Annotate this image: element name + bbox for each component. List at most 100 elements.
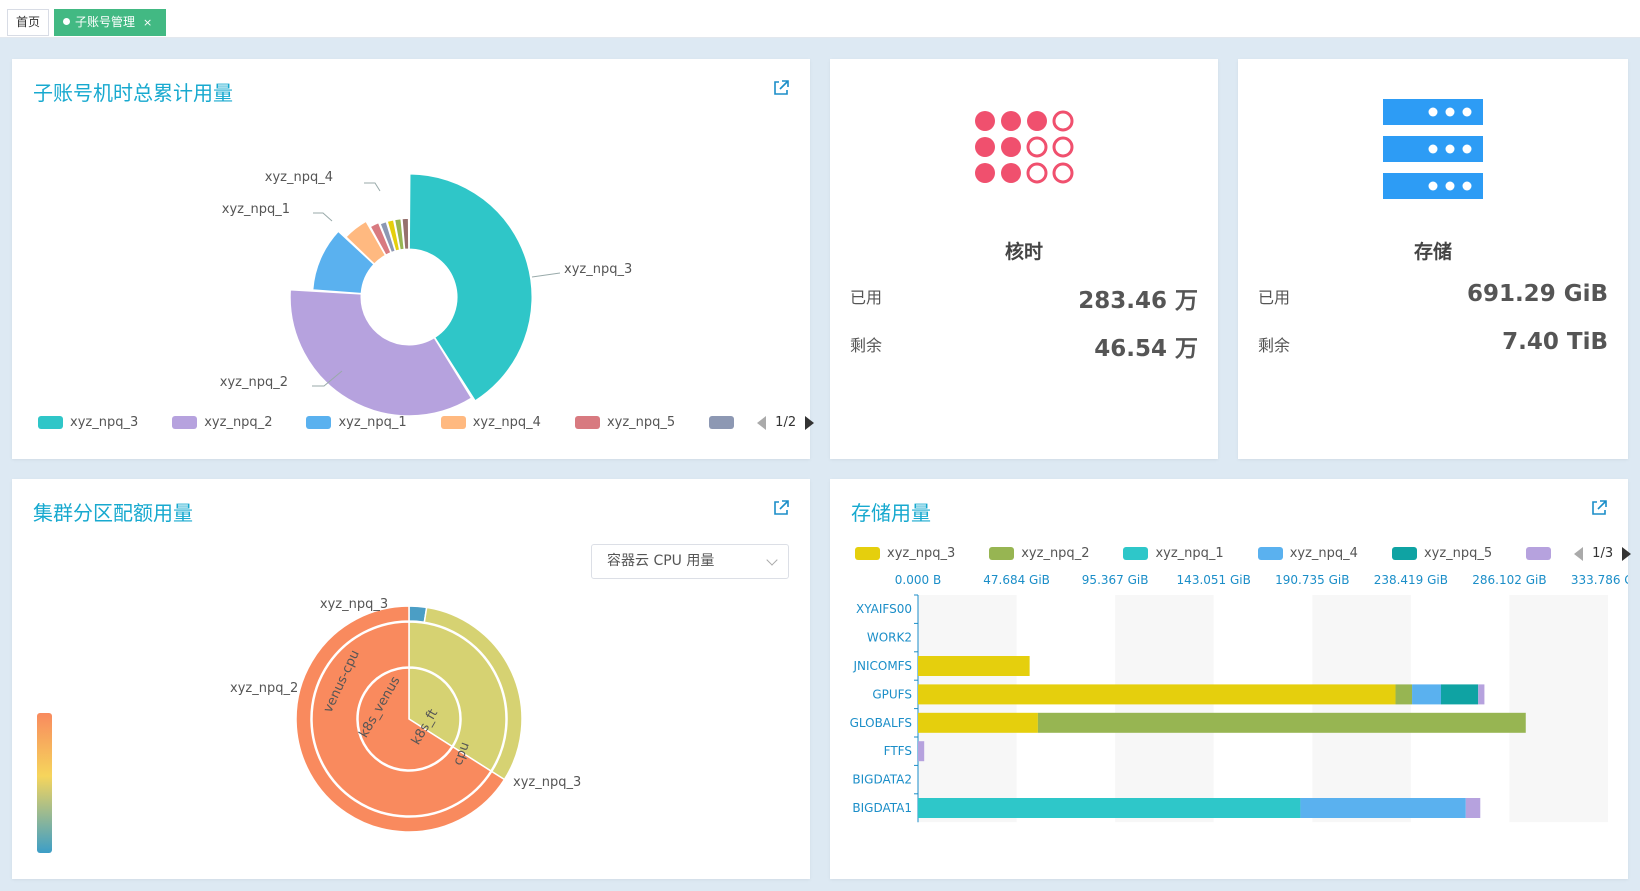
- pie-slice[interactable]: [386, 219, 401, 252]
- pie-slice[interactable]: [289, 289, 473, 417]
- storage-used-label: 已用: [1258, 288, 1291, 307]
- sunburst-segment[interactable]: [408, 621, 507, 773]
- legend-item[interactable]: xyz_npq_3: [38, 415, 138, 430]
- legend-label: xyz_npq_4: [1289, 546, 1358, 561]
- legend-swatch: [574, 416, 600, 429]
- pie-slice[interactable]: [369, 222, 392, 256]
- legend-item[interactable]: xyz_npq_4: [440, 415, 541, 430]
- bar-segment[interactable]: [918, 684, 1396, 705]
- bar-segment[interactable]: [918, 741, 925, 762]
- legend-item[interactable]: xyz_npq_2: [172, 415, 272, 430]
- bar-legend: xyz_npq_3 xyz_npq_2 xyz_npq_1 xyz_npq_4 xyz_…: [855, 546, 1632, 561]
- bar-segment[interactable]: [1478, 684, 1485, 705]
- legend-label: xyz_npq_2: [204, 415, 273, 430]
- prev-page-icon[interactable]: [1574, 546, 1584, 561]
- y-tick-label: XYAIFS00: [856, 602, 912, 616]
- legend-item[interactable]: [709, 416, 741, 429]
- legend-item[interactable]: xyz_npq_5: [574, 415, 676, 430]
- bar-segment[interactable]: [918, 712, 1038, 733]
- visual-map-bar[interactable]: [37, 713, 52, 853]
- bar-segment[interactable]: [1037, 712, 1526, 733]
- sunburst-outer-label: xyz_npq_2: [230, 681, 298, 696]
- pie-slice[interactable]: [408, 173, 533, 402]
- legend-item[interactable]: xyz_npq_5: [1391, 546, 1492, 561]
- y-tick-label: WORK2: [867, 631, 912, 645]
- storage-usage-card: 存储用量 xyz_npq_3 xyz_npq_2 xyz_npq_1 xyz_npq_…: [830, 479, 1632, 879]
- storage-remain-value: 7.40 TiB: [1502, 329, 1608, 355]
- legend-label: xyz_npq_2: [1021, 546, 1090, 561]
- pie-chart: xyz_npq_4 xyz_npq_1 xyz_npq_3 xyz_npq_2: [220, 170, 632, 417]
- next-page-icon[interactable]: [805, 415, 815, 430]
- corehour-used-value: 283.46 万: [1078, 288, 1198, 314]
- storage-used-value: 691.29 GiB: [1466, 281, 1608, 307]
- pie-callout-label: xyz_npq_3: [564, 262, 632, 277]
- pie-callout-label: xyz_npq_1: [222, 202, 290, 217]
- legend-label: xyz_npq_5: [606, 415, 676, 430]
- active-dot-icon: [63, 18, 70, 25]
- quota-card-title: 集群分区配额用量: [33, 501, 193, 525]
- storage-remain-label: 剩余: [1258, 336, 1291, 355]
- legend-swatch: [709, 416, 735, 429]
- pie-legend: xyz_npq_3 xyz_npq_2 xyz_npq_1 xyz_npq_4 xyz_…: [38, 415, 815, 430]
- corehour-remain-label: 剩余: [850, 336, 883, 355]
- pie-slice[interactable]: [394, 218, 405, 251]
- external-link-icon[interactable]: [772, 79, 790, 97]
- pie-callout-label: xyz_npq_4: [265, 170, 333, 185]
- bar-segment[interactable]: [918, 656, 1030, 676]
- grid-band: [1509, 595, 1608, 823]
- legend-item[interactable]: [1526, 547, 1558, 560]
- pie-slice[interactable]: [379, 221, 396, 253]
- prev-page-icon[interactable]: [757, 415, 767, 430]
- legend-item[interactable]: xyz_npq_3: [855, 546, 955, 561]
- grid-band: [1312, 595, 1411, 823]
- legend-label: xyz_npq_3: [70, 415, 139, 430]
- sunburst-chart: k8s_venus k8s_ftvenus-cpucpuxyz_npq_3xyz_…: [230, 597, 581, 833]
- legend-pager: 1/3: [1574, 546, 1632, 561]
- pie-slice[interactable]: [401, 217, 410, 250]
- bar-segment[interactable]: [1440, 684, 1479, 705]
- legend-swatch: [1526, 547, 1552, 560]
- legend-item[interactable]: xyz_npq_1: [306, 415, 407, 430]
- x-tick-label: 47.684 GiB: [983, 573, 1050, 587]
- tab-subaccount[interactable]: 子账号管理 ×: [54, 9, 166, 36]
- bar-segment[interactable]: [1412, 684, 1441, 705]
- close-icon[interactable]: ×: [143, 16, 153, 29]
- legend-swatch: [1257, 547, 1283, 560]
- metric-select-value: 容器云 CPU 用量: [607, 553, 715, 569]
- bar-segment[interactable]: [1465, 798, 1481, 818]
- legend-label: xyz_npq_1: [1155, 546, 1224, 561]
- legend-item[interactable]: xyz_npq_1: [1123, 546, 1224, 561]
- external-link-icon[interactable]: [772, 499, 790, 517]
- bar-segment[interactable]: [1395, 684, 1413, 705]
- sunburst-segment[interactable]: [295, 605, 506, 833]
- legend-swatch: [440, 416, 466, 429]
- pie-card: 子账号机时总累计用量 xyz_npq_4 xyz_npq_1 xyz_npq_3 xy…: [12, 59, 815, 459]
- pie-callout-line: [364, 182, 381, 192]
- x-tick-label: 286.102 GiB: [1472, 573, 1546, 587]
- legend-pager: 1/2: [757, 415, 815, 430]
- tab-home[interactable]: 首页: [7, 9, 49, 36]
- sunburst-segment[interactable]: [311, 621, 492, 817]
- x-tick-label: 333.786 GiB: [1571, 573, 1628, 587]
- y-tick-label: FTFS: [884, 744, 912, 758]
- bar-segment[interactable]: [1300, 798, 1466, 818]
- legend-swatch: [855, 547, 880, 560]
- pie-slice[interactable]: [345, 220, 386, 265]
- bar-segment[interactable]: [918, 798, 1301, 818]
- legend-swatch: [306, 416, 332, 429]
- sunburst-segment[interactable]: [357, 667, 454, 771]
- tab-subaccount-label: 子账号管理: [75, 15, 136, 29]
- dots-grid-icon: [975, 110, 1074, 184]
- storage-title: 存储: [1413, 241, 1452, 263]
- legend-item[interactable]: xyz_npq_4: [1257, 546, 1358, 561]
- y-tick-label: BIGDATA2: [852, 773, 912, 787]
- next-page-icon[interactable]: [1622, 546, 1632, 561]
- storage-bar-chart: 0.000 B 47.684 GiB 95.367 GiB 143.051 GiB 19…: [850, 573, 1628, 823]
- metric-select[interactable]: 容器云 CPU 用量: [591, 544, 789, 579]
- external-link-icon[interactable]: [1590, 499, 1608, 517]
- legend-swatch: [38, 416, 63, 429]
- quota-card: 集群分区配额用量 容器云 CPU 用量 k8s_venus k8s_ft venus…: [12, 479, 810, 879]
- legend-item[interactable]: xyz_npq_2: [989, 546, 1089, 561]
- pie-slice[interactable]: [312, 230, 375, 294]
- y-tick-label: JNICOMFS: [852, 659, 912, 673]
